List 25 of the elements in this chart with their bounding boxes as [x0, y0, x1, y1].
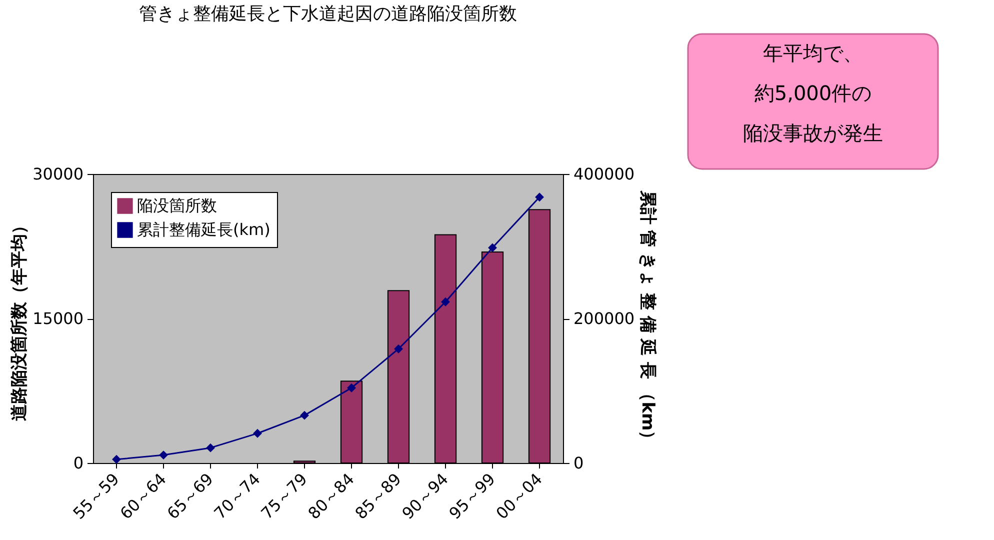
point — [394, 344, 403, 354]
y-axis-title: 道路陥没箇所数（年平均） — [10, 217, 30, 421]
y2-tick-label: 0 — [574, 454, 584, 472]
point — [488, 243, 497, 252]
point — [441, 297, 450, 306]
point — [347, 383, 356, 392]
point — [300, 410, 309, 420]
legend-label: 累計整備延長(km) — [137, 220, 270, 239]
point — [253, 428, 262, 438]
y-tick-label: 30000 — [32, 164, 84, 184]
point — [112, 454, 121, 464]
y-tick-label: 15000 — [32, 309, 84, 328]
y2-axis-title: 累計 管 きょ 整 備 延 長 （km） — [638, 189, 658, 448]
y2-tick-label: 200000 — [574, 309, 635, 328]
point — [206, 443, 215, 452]
y-tick-label: 0 — [73, 454, 84, 472]
y2-tick-label: 400000 — [574, 164, 635, 184]
text: 約5,000件の — [754, 81, 872, 105]
chart-title: 管きょ整備延長と下水道起因の道路陥没箇所数 — [139, 3, 517, 24]
x-tick-label: 00～04 — [492, 469, 546, 523]
text: 年平均で、 — [763, 41, 863, 65]
legend-label: 陥没箇所数 — [137, 196, 217, 215]
point — [159, 450, 168, 460]
text: 陥没事故が発生 — [743, 121, 883, 145]
point — [535, 192, 544, 202]
